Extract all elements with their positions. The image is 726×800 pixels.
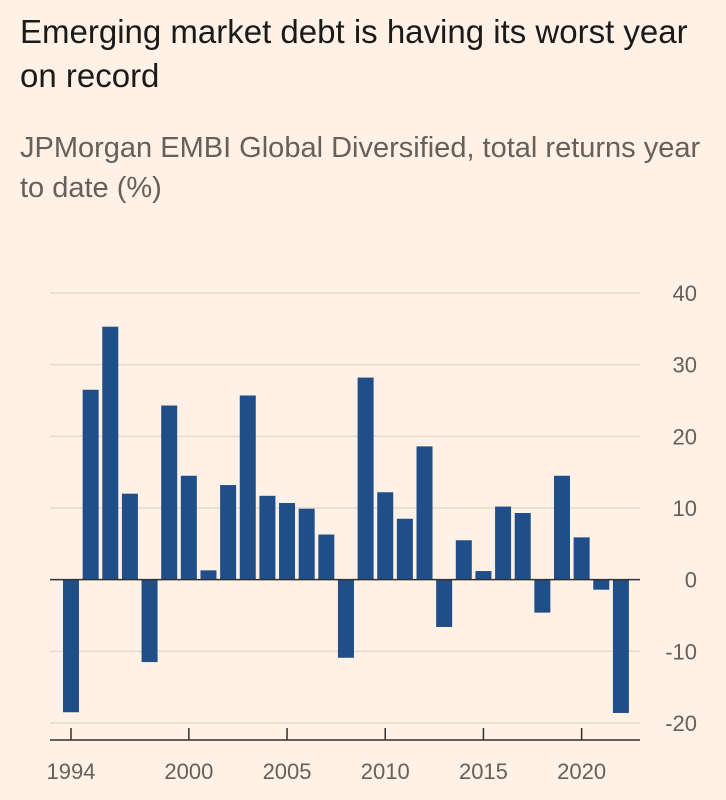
y-tick-label: -10 <box>665 639 697 664</box>
bar-2017 <box>514 513 531 580</box>
y-axis-labels: 40 30 20 10 0 -10 -20 <box>665 281 697 736</box>
y-tick-label: 40 <box>673 281 697 306</box>
bar-2022 <box>612 579 629 713</box>
bar-2007 <box>318 534 335 580</box>
bar-2002 <box>220 485 237 580</box>
bar-1995 <box>82 389 99 580</box>
bar-2013 <box>436 579 453 627</box>
y-tick-label: 30 <box>673 353 697 378</box>
bar-1996 <box>102 326 119 580</box>
bar-2008 <box>337 579 354 658</box>
bar-2009 <box>357 377 374 580</box>
x-tick-label: 2020 <box>557 759 606 784</box>
x-tick-label: 2010 <box>361 759 410 784</box>
x-tick-label: 2005 <box>263 759 312 784</box>
chart-subtitle: JPMorgan EMBI Global Diversified, total … <box>20 132 701 204</box>
bar-2000 <box>180 475 197 580</box>
bar-2006 <box>298 508 315 580</box>
bar-1999 <box>161 405 178 580</box>
y-tick-label: 10 <box>673 496 697 521</box>
bar-2016 <box>495 506 512 580</box>
bar-2020 <box>573 537 590 580</box>
x-tick-label: 2000 <box>164 759 213 784</box>
bar-2018 <box>534 579 551 613</box>
bar-2011 <box>396 518 413 580</box>
bar-1998 <box>141 579 158 663</box>
bar-1997 <box>121 493 138 580</box>
x-tick-label: 1994 <box>47 759 96 784</box>
x-tick-label: 2015 <box>459 759 508 784</box>
y-tick-label: -20 <box>665 711 697 736</box>
bar-2019 <box>554 475 570 580</box>
bar-2010 <box>377 492 394 580</box>
y-tick-label: 0 <box>685 568 697 593</box>
chart-title: Emerging market debt is having its worst… <box>20 13 688 94</box>
gridlines <box>50 292 640 724</box>
bar-2014 <box>455 540 472 580</box>
bar-2004 <box>259 495 276 580</box>
y-tick-label: 20 <box>673 424 697 449</box>
bar-1994 <box>63 579 79 713</box>
bar-2012 <box>416 446 433 580</box>
bars <box>63 326 629 713</box>
bar-2021 <box>593 579 610 590</box>
bar-2001 <box>200 570 217 580</box>
bar-2015 <box>475 571 492 580</box>
bar-2005 <box>279 502 296 580</box>
x-axis: 1994 2000 2005 2010 2015 2020 <box>47 728 640 784</box>
bar-2003 <box>239 395 256 580</box>
